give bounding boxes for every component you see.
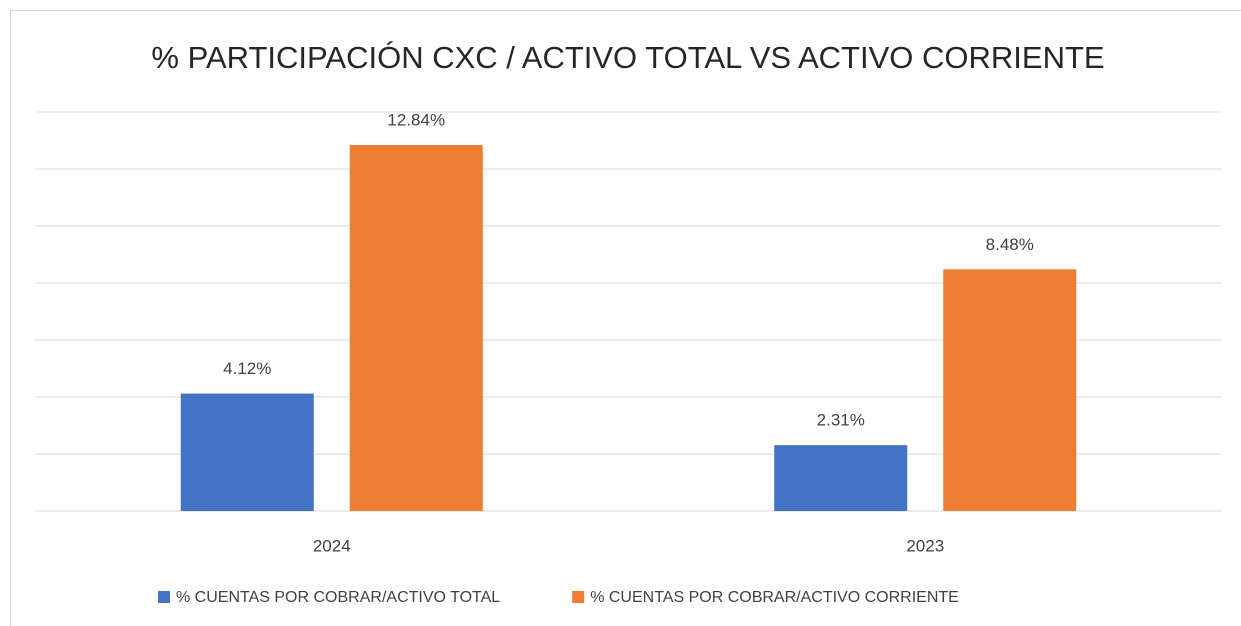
data-label: 8.48% bbox=[986, 235, 1034, 254]
bar bbox=[349, 145, 483, 511]
data-label: 4.12% bbox=[223, 359, 271, 378]
chart-title: % PARTICIPACIÓN CXC / ACTIVO TOTAL VS AC… bbox=[151, 40, 1104, 75]
legend-label: % CUENTAS POR COBRAR/ACTIVO TOTAL bbox=[176, 589, 500, 606]
bar bbox=[774, 445, 908, 511]
bar bbox=[180, 393, 314, 511]
legend-swatch bbox=[158, 591, 170, 603]
legend-label: % CUENTAS POR COBRAR/ACTIVO CORRIENTE bbox=[590, 589, 959, 606]
data-label: 12.84% bbox=[387, 111, 445, 130]
x-tick-label: 2023 bbox=[906, 536, 944, 555]
legend-swatch bbox=[572, 591, 585, 603]
data-label: 2.31% bbox=[817, 411, 865, 430]
x-tick-label: 2024 bbox=[313, 536, 351, 555]
bar bbox=[943, 269, 1077, 511]
